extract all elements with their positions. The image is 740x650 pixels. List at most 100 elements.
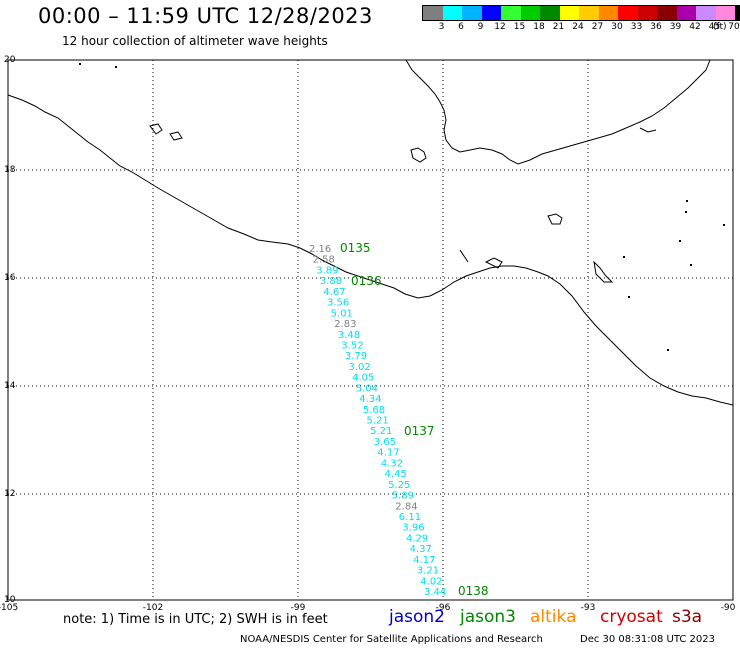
legend-swatch	[442, 6, 462, 20]
legend-label: 21	[552, 22, 565, 32]
wave-height-value: 4.17	[413, 555, 435, 566]
credit-line: NOAA/NESDIS Center for Satellite Applica…	[240, 634, 543, 645]
graticule	[8, 60, 733, 600]
legend-label: 18	[533, 22, 545, 32]
map-frame	[7, 59, 734, 601]
wave-height-value: 3.02	[349, 362, 371, 373]
satellite-s3a: s3a	[672, 607, 703, 627]
generated-timestamp: Dec 30 08:31:08 UTC 2023	[580, 634, 715, 645]
wave-height-value: 5.25	[388, 480, 410, 491]
legend-swatch	[462, 6, 482, 20]
legend-swatch	[657, 6, 677, 20]
wave-height-value: 3.21	[417, 566, 439, 577]
wave-height-value: 5.04	[356, 383, 378, 394]
legend-label: 27	[591, 22, 604, 32]
wave-height-value: 2.84	[395, 501, 417, 512]
wave-height-value: 4.67	[323, 287, 345, 298]
legend-swatch	[423, 6, 443, 20]
satellite-altika: altika	[530, 607, 577, 627]
legend-swatch	[501, 6, 521, 20]
wave-height-value: 3.52	[341, 341, 363, 352]
legend-label: 30	[611, 22, 623, 32]
wave-height-value: 5.21	[370, 426, 392, 437]
legend-swatch	[618, 6, 638, 20]
legend-label: 42	[689, 22, 701, 32]
legend-swatch	[559, 6, 579, 20]
map-subtitle: 12 hour collection of altimeter wave hei…	[62, 34, 328, 48]
wave-height-value: 3.79	[345, 351, 367, 362]
legend-label: 12	[494, 22, 506, 32]
wave-height-value: 3.48	[338, 330, 360, 341]
wave-height-value: 4.02	[420, 576, 442, 587]
legend-swatch	[696, 6, 716, 20]
legend-swatch	[598, 6, 618, 20]
lon-label-99: -99	[291, 603, 306, 613]
wave-height-value: 2.16	[309, 244, 331, 255]
wave-height-value: 3.88	[320, 276, 342, 287]
satellite-jason2: jason2	[389, 607, 445, 627]
lon-label-96: -96	[436, 603, 451, 613]
lon-label-102: -102	[143, 603, 163, 613]
wave-height-value: 3.65	[374, 437, 396, 448]
wave-height-value: 4.37	[410, 544, 432, 555]
units-note: note: 1) Time is in UTC; 2) SWH is in fe…	[63, 612, 328, 627]
wave-height-value: 4.29	[406, 533, 428, 544]
legend-swatch	[676, 6, 696, 20]
time-label-0136: 0136	[351, 274, 382, 288]
legend-label: 36	[650, 22, 662, 32]
satellite-jason3: jason3	[460, 607, 516, 627]
wave-height-value: 5.68	[363, 405, 385, 416]
coastline	[7, 59, 734, 406]
wave-height-value: 3.96	[402, 523, 424, 534]
lon-label-90: -90	[721, 603, 736, 613]
legend-swatch	[520, 6, 540, 20]
lat-label-16: 16	[4, 273, 16, 283]
time-label-0137: 0137	[404, 424, 435, 438]
lon-label-93: -93	[581, 603, 596, 613]
lat-label-14: 14	[4, 381, 16, 391]
legend-label: 3	[438, 22, 445, 32]
legend-unit: (ft)	[713, 22, 727, 32]
wave-height-value: 4.17	[377, 448, 399, 459]
legend-label: 70	[728, 22, 740, 32]
wave-height-value: 3.89	[316, 265, 338, 276]
legend-label: 39	[669, 22, 682, 32]
wave-height-value: 5.89	[392, 491, 414, 502]
wave-height-value: 3.56	[327, 298, 349, 309]
legend-label: 45	[708, 22, 721, 32]
legend-swatch	[637, 6, 657, 20]
legend-label: 33	[630, 22, 643, 32]
time-label-0135: 0135	[340, 241, 371, 255]
wave-height-value: 5.21	[367, 416, 389, 427]
wave-height-track: 2.162.583.893.884.673.565.012.833.483.52…	[309, 244, 446, 598]
wave-height-value: 2.83	[334, 319, 356, 330]
legend-label: 15	[513, 22, 526, 32]
time-label-0138: 0138	[458, 584, 489, 598]
legend-label: 24	[572, 22, 584, 32]
satellite-cryosat: cryosat	[600, 607, 663, 627]
legend-swatch	[540, 6, 560, 20]
legend-swatch	[579, 6, 599, 20]
legend-label: 6	[458, 22, 464, 32]
legend-label: 9	[477, 22, 484, 32]
legend-swatch	[715, 6, 735, 20]
legend-swatch	[481, 6, 501, 20]
lat-label-12: 12	[4, 489, 15, 499]
lat-label-20: 20	[4, 55, 16, 65]
map-title: 00:00 – 11:59 UTC 12/28/2023	[38, 4, 373, 28]
island-dots	[79, 63, 725, 351]
wave-height-color-legend	[422, 5, 740, 21]
wave-height-value: 4.05	[352, 373, 374, 384]
wave-height-value: 4.34	[359, 394, 381, 405]
wave-height-value: 2.58	[313, 255, 335, 266]
wave-height-value: 4.32	[381, 458, 403, 469]
lat-label-10: 10	[4, 595, 16, 605]
legend-swatch	[735, 6, 740, 20]
lat-label-18: 18	[4, 165, 16, 175]
wave-height-value: 6.11	[399, 512, 421, 523]
lon-label-105: -105	[0, 603, 18, 613]
wave-height-value: 4.45	[385, 469, 407, 480]
wave-height-value: 3.44	[424, 587, 446, 598]
wave-height-value: 5.01	[331, 308, 353, 319]
